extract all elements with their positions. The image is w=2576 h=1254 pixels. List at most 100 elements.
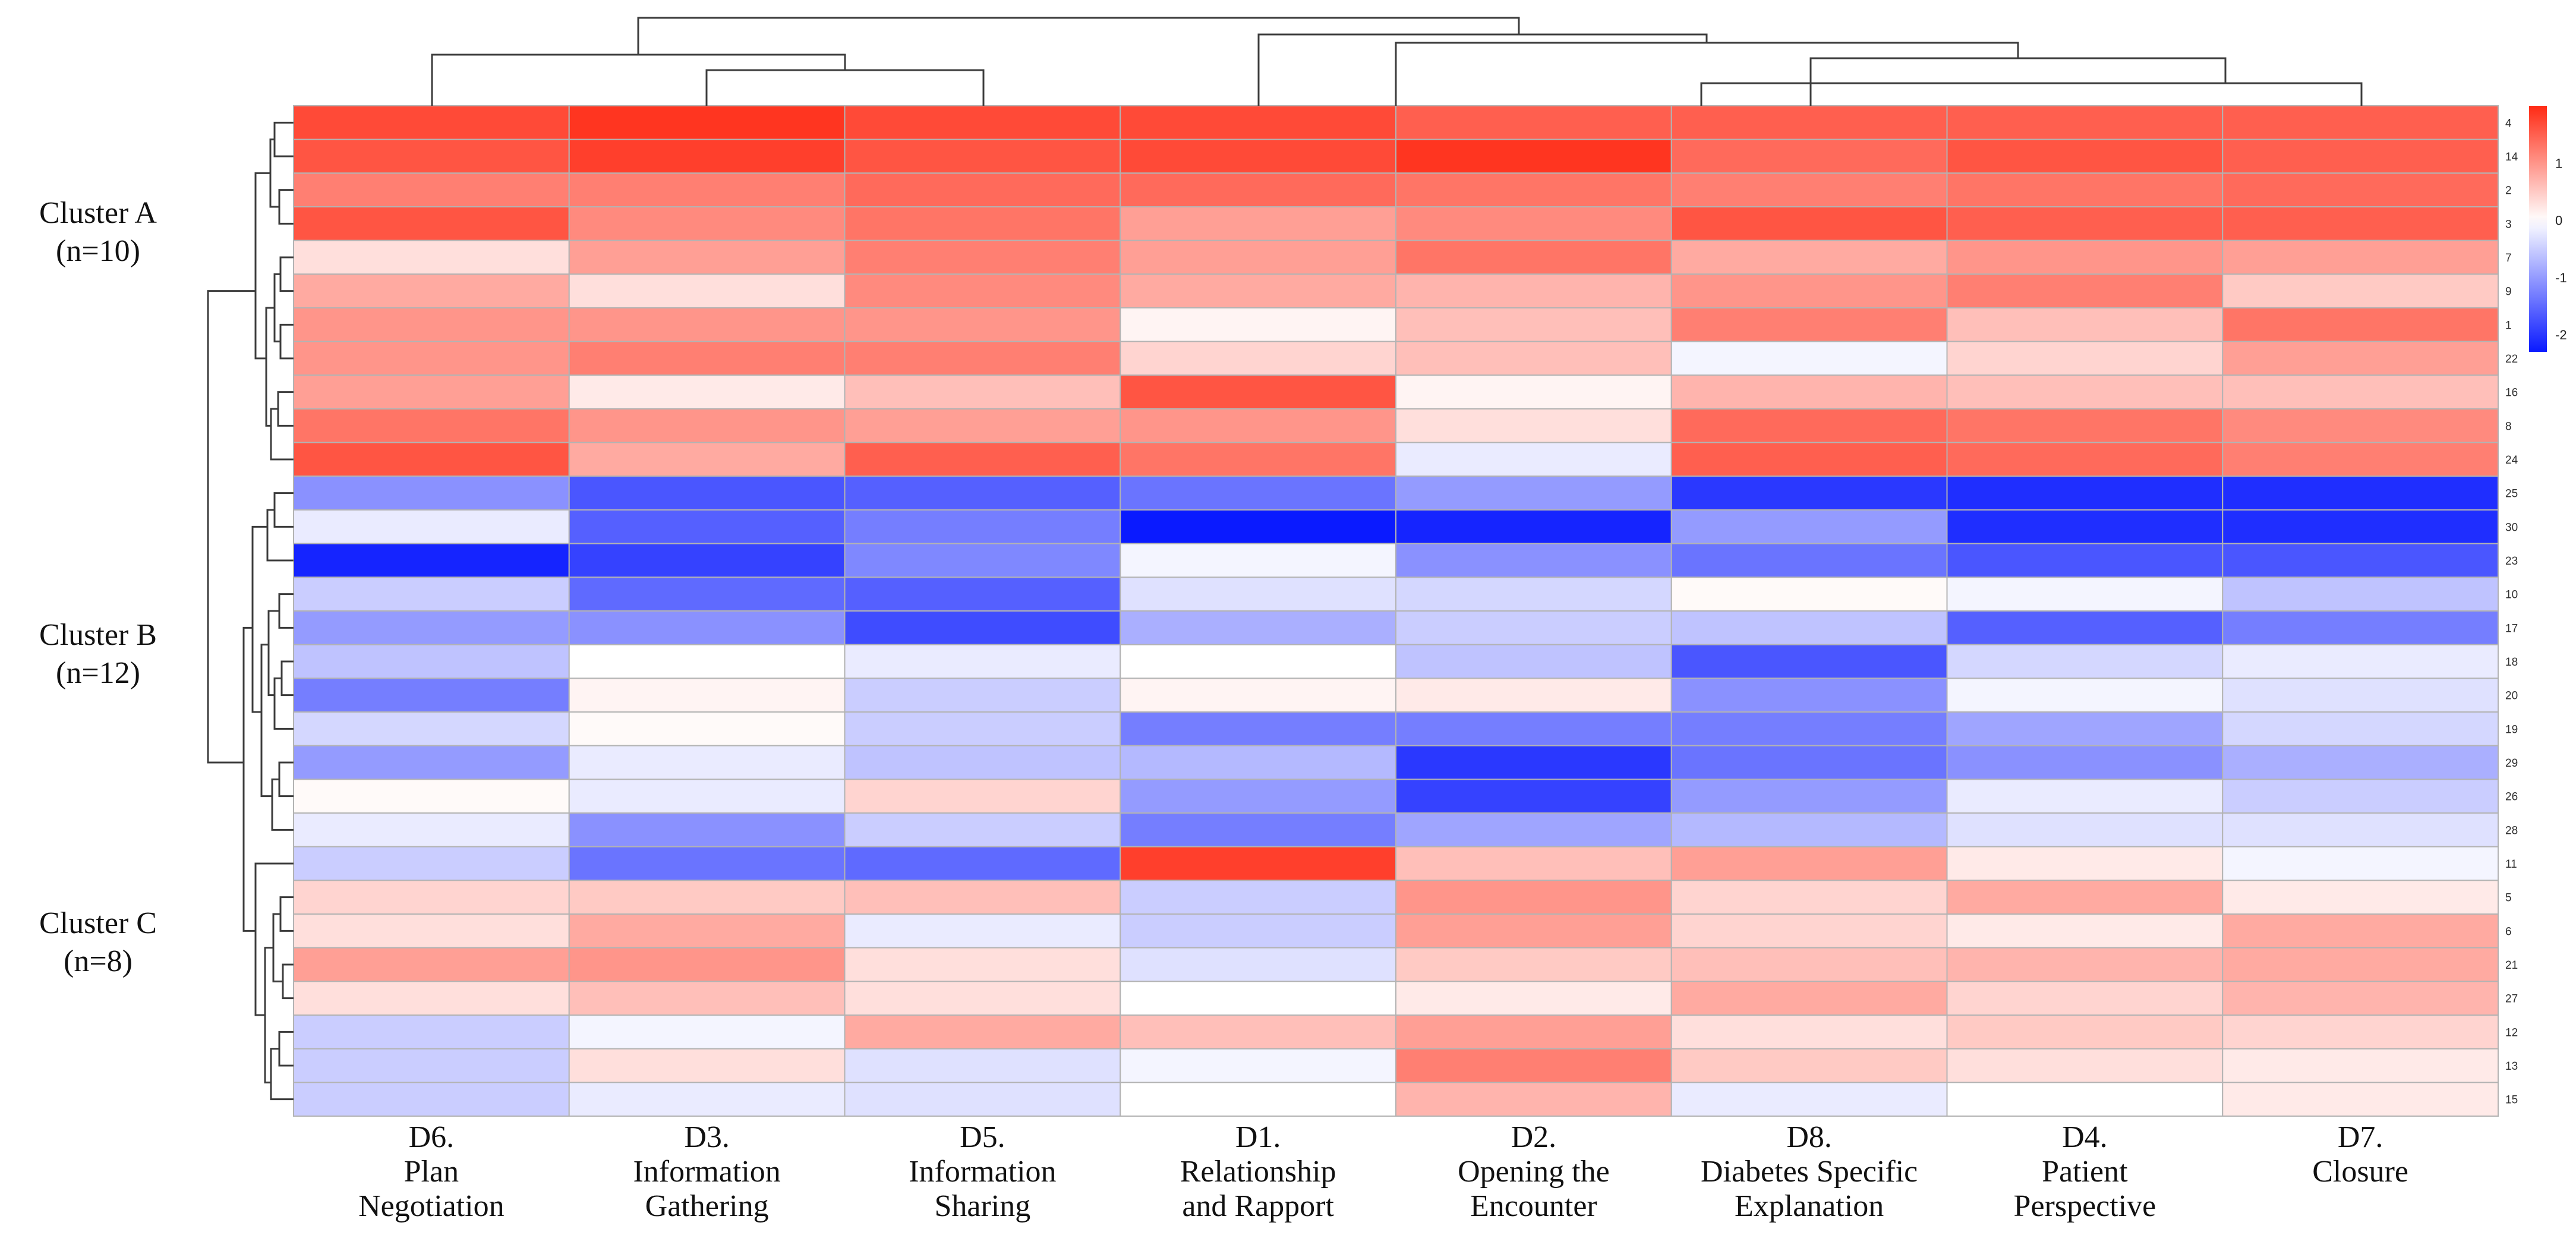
dendrogram-branch (271, 778, 294, 831)
heatmap-cell (844, 442, 1121, 477)
heatmap-cell (1670, 374, 1948, 409)
heatmap-cell (1946, 408, 2224, 443)
heatmap-cell (1946, 341, 2224, 376)
heatmap-cell (1120, 576, 1396, 612)
heatmap-cell (2222, 981, 2499, 1016)
heatmap-cell (293, 981, 570, 1016)
heatmap-cell (1946, 105, 2224, 140)
heatmap-cell (1946, 206, 2224, 241)
heatmap-cell (293, 1014, 570, 1050)
heatmap-cell (844, 779, 1121, 814)
row-label: 29 (2505, 757, 2518, 770)
heatmap-cell (1670, 576, 1948, 612)
heatmap-cell (1395, 273, 1672, 309)
heatmap-cell (293, 711, 570, 746)
dendrogram-branch (1700, 82, 2363, 106)
row-label: 30 (2505, 521, 2518, 534)
heatmap-cell (1946, 576, 2224, 612)
heatmap-cell (1946, 745, 2224, 780)
heatmap-cell (1120, 374, 1396, 409)
heatmap-cell (1946, 509, 2224, 544)
column-label: D3. Information Gathering (633, 1120, 780, 1223)
heatmap-cell (844, 812, 1121, 847)
column-label: D2. Opening the Encounter (1458, 1120, 1610, 1223)
dendrogram-branch (1257, 33, 1708, 106)
heatmap-cell (568, 711, 846, 746)
dendrogram-branch (266, 509, 294, 562)
heatmap-cell (844, 644, 1121, 679)
heatmap-cell (568, 644, 846, 679)
row-label: 27 (2505, 993, 2518, 1006)
heatmap-cell (1395, 105, 1672, 140)
dendrogram-branch (254, 172, 270, 360)
heatmap-cell (568, 576, 846, 612)
heatmap-cell (1395, 172, 1672, 208)
heatmap-cell (293, 408, 570, 443)
dendrogram-branch (282, 963, 294, 1000)
heatmap-cell (2222, 678, 2499, 713)
heatmap-cell (293, 644, 570, 679)
heatmap-cell (2222, 913, 2499, 949)
heatmap-cell (568, 745, 846, 780)
heatmap-cell (844, 240, 1121, 275)
column-label: D6. Plan Negotiation (358, 1120, 505, 1223)
dendrogram-branch (272, 913, 283, 982)
legend-tick-label: 0 (2555, 213, 2562, 228)
heatmap-cell (1946, 779, 2224, 814)
heatmap-cell (1946, 1082, 2224, 1117)
row-label: 28 (2505, 824, 2518, 837)
column-label: D8. Diabetes Specific Explanation (1701, 1120, 1918, 1223)
heatmap-cell (293, 678, 570, 713)
heatmap-cell (1670, 475, 1948, 511)
dendrogram-branch (431, 53, 846, 106)
heatmap-cell (2222, 1014, 2499, 1050)
heatmap-cell (293, 307, 570, 342)
heatmap-cell (844, 1014, 1121, 1050)
heatmap-cell (1670, 1082, 1948, 1117)
heatmap-cell (1946, 138, 2224, 174)
heatmap-cell (1120, 172, 1396, 208)
heatmap-cell (844, 509, 1121, 544)
heatmap-cell (1120, 846, 1396, 881)
heatmap-cell (1395, 206, 1672, 241)
heatmap-cell (1946, 307, 2224, 342)
heatmap-cell (293, 812, 570, 847)
heatmap-cell (1395, 610, 1672, 645)
row-label: 18 (2505, 656, 2518, 669)
heatmap-cell (844, 105, 1121, 140)
heatmap-cell (2222, 273, 2499, 309)
heatmap-cell (293, 172, 570, 208)
row-label: 9 (2505, 286, 2512, 298)
heatmap-cell (1670, 341, 1948, 376)
heatmap-cell (1120, 509, 1396, 544)
row-label: 21 (2505, 959, 2518, 972)
heatmap-cell (844, 947, 1121, 982)
row-labels: 4142379122168242530231017182019292628115… (2505, 117, 2518, 1106)
heatmap-cell (568, 812, 846, 847)
heatmap-cell (293, 475, 570, 511)
heatmap-cell (293, 442, 570, 477)
row-label: 11 (2505, 858, 2517, 871)
cluster-labels: Cluster A (n=10) Cluster B (n=12) Cluster C(… (39, 196, 157, 978)
row-dendrogram (207, 121, 294, 1101)
heatmap-cell (1946, 644, 2224, 679)
heatmap-cell (293, 880, 570, 915)
heatmap-cell (2222, 307, 2499, 342)
heatmap-cell (1670, 913, 1948, 949)
row-label: 16 (2505, 387, 2518, 399)
legend-color-bar (2529, 106, 2547, 352)
heatmap-cell (293, 341, 570, 376)
heatmap-cell (1395, 509, 1672, 544)
heatmap-cell (2222, 475, 2499, 511)
column-dendrogram (431, 17, 2363, 106)
heatmap-cell (568, 779, 846, 814)
heatmap-cell (1120, 610, 1396, 645)
heatmap-cell (1395, 408, 1672, 443)
heatmap-cell (1120, 812, 1396, 847)
heatmap-cell (1670, 273, 1948, 309)
heatmap-cell (1120, 307, 1396, 342)
cluster-label: Cluster A (n=10) (39, 196, 157, 268)
dendrogram-branch (280, 660, 294, 697)
heatmap-cell (1946, 947, 2224, 982)
dendrogram-branch (278, 189, 294, 225)
